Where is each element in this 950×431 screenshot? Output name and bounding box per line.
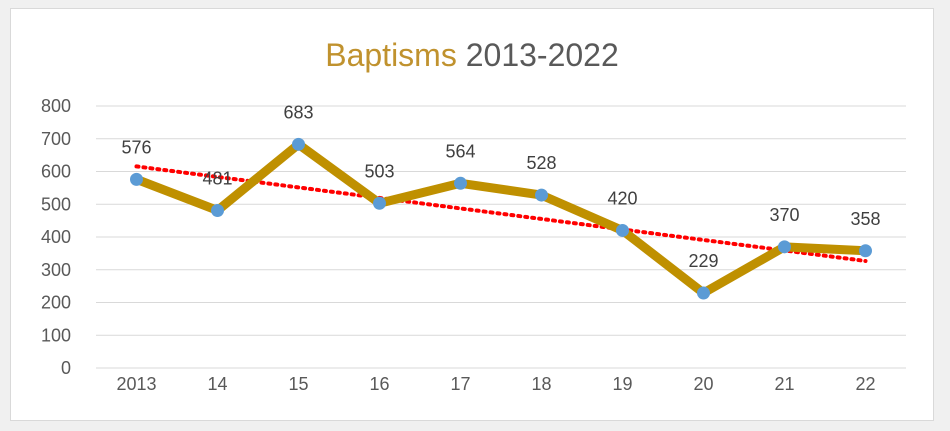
x-tick-label: 17	[450, 374, 470, 394]
data-label: 420	[607, 188, 637, 208]
data-label: 229	[688, 251, 718, 271]
data-point	[454, 176, 467, 190]
data-label: 358	[850, 209, 880, 229]
data-label: 576	[121, 137, 151, 157]
data-point	[373, 196, 386, 210]
y-tick-label: 0	[61, 358, 71, 378]
data-label: 528	[526, 153, 556, 173]
data-point	[778, 240, 791, 254]
y-tick-label: 500	[41, 194, 71, 214]
data-label: 564	[445, 141, 475, 161]
x-tick-label: 16	[369, 374, 389, 394]
chart-frame: Baptisms 2013-2022 0 100 200 300 400 500 600 70…	[10, 8, 934, 421]
data-point	[211, 203, 224, 217]
x-tick-label: 18	[531, 374, 551, 394]
data-label: 370	[769, 205, 799, 225]
chart-title: Baptisms 2013-2022	[11, 37, 933, 74]
x-tick-label: 2013	[116, 374, 156, 394]
series-line	[132, 139, 870, 298]
data-point	[535, 188, 548, 202]
chart-title-accent: Baptisms	[325, 37, 457, 73]
line-chart: 0 100 200 300 400 500 600 700 800 2013 14 15 16 17 18 1…	[41, 96, 906, 394]
chart-title-years: 2013-2022	[456, 37, 619, 73]
y-tick-label: 200	[41, 293, 71, 313]
y-tick-label: 400	[41, 227, 71, 247]
data-label: 481	[202, 168, 232, 188]
trendline	[134, 164, 868, 263]
y-tick-label: 800	[41, 96, 71, 116]
x-tick-label: 20	[693, 374, 713, 394]
data-point	[616, 223, 629, 237]
data-label: 503	[364, 161, 394, 181]
x-tick-label: 15	[288, 374, 308, 394]
x-tick-label: 22	[855, 374, 875, 394]
y-tick-label: 300	[41, 260, 71, 280]
x-tick-label: 14	[207, 374, 227, 394]
data-point	[292, 137, 305, 151]
data-point	[130, 172, 143, 186]
y-tick-label: 100	[41, 325, 71, 345]
data-label: 683	[283, 102, 313, 122]
data-point	[697, 286, 710, 300]
y-tick-label: 600	[41, 162, 71, 182]
data-point	[859, 244, 872, 258]
y-tick-label: 700	[41, 129, 71, 149]
x-tick-label: 21	[774, 374, 794, 394]
x-tick-label: 19	[612, 374, 632, 394]
